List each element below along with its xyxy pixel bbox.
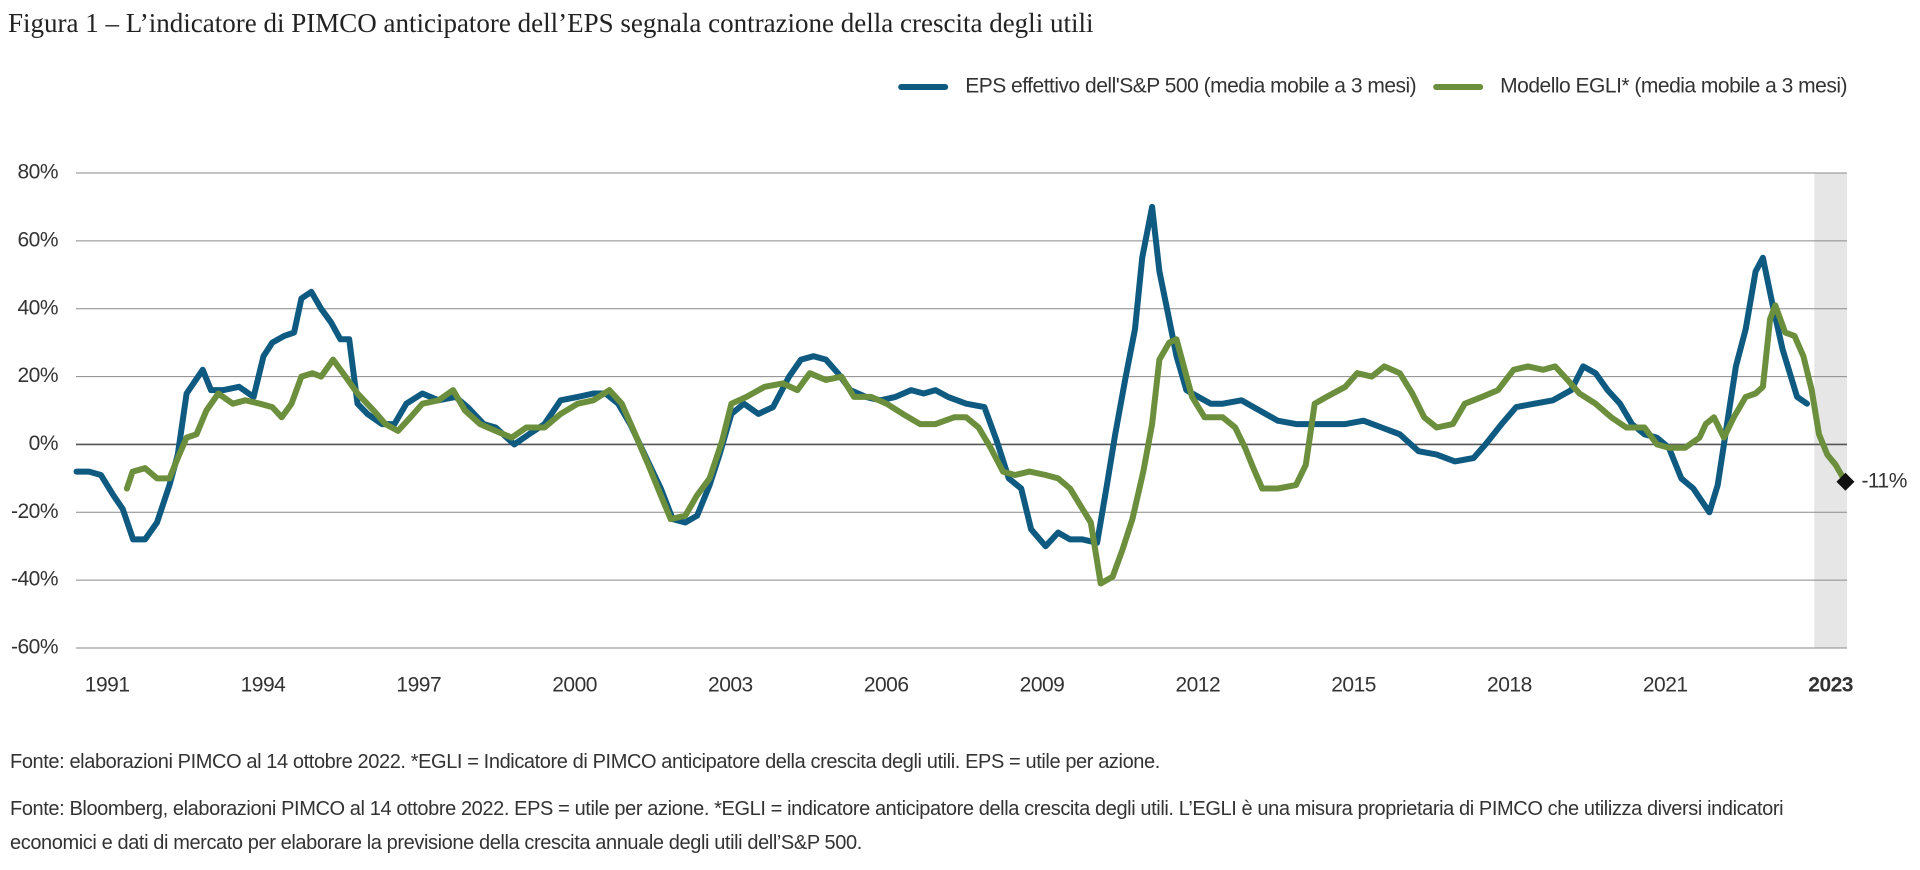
- x-tick-label: 2012: [1175, 674, 1220, 697]
- legend-label: EPS effettivo dell'S&P 500 (media mobile…: [965, 75, 1416, 98]
- footnote: Fonte: elaborazioni PIMCO al 14 ottobre …: [10, 751, 1160, 773]
- x-tick-label: 2000: [552, 674, 597, 697]
- annotation-marker: [1836, 472, 1855, 491]
- series-line: [123, 302, 1849, 587]
- y-tick-label: -40%: [11, 568, 58, 591]
- x-tick-label: 2021: [1643, 674, 1688, 697]
- y-tick-label: 80%: [17, 161, 58, 184]
- y-tick-label: -60%: [11, 636, 58, 659]
- x-tick-label: 2018: [1487, 674, 1532, 697]
- series-line: [73, 203, 1810, 550]
- chart-title: Figura 1 – L’indicatore di PIMCO anticip…: [8, 8, 1093, 38]
- x-tick-label: 1994: [241, 674, 287, 697]
- highlight-band: [1814, 173, 1847, 648]
- x-tick-label: 1991: [85, 674, 130, 697]
- footnote: Fonte: Bloomberg, elaborazioni PIMCO al …: [10, 798, 1784, 854]
- x-tick-label: 2015: [1331, 674, 1376, 697]
- y-tick-label: 20%: [17, 364, 58, 387]
- chart: Figura 1 – L’indicatore di PIMCO anticip…: [8, 8, 1907, 697]
- x-tick-label: 2006: [864, 674, 909, 697]
- x-tick-label: 1997: [396, 674, 441, 697]
- x-tick-label: 2009: [1020, 674, 1065, 697]
- y-tick-label: 40%: [17, 296, 58, 319]
- legend-label: Modello EGLI* (media mobile a 3 mesi): [1500, 75, 1847, 98]
- y-tick-label: 0%: [29, 432, 58, 455]
- y-tick-label: 60%: [17, 228, 58, 251]
- y-tick-label: -20%: [11, 500, 58, 523]
- highlight-label: 2023: [1808, 674, 1853, 697]
- x-tick-label: 2003: [708, 674, 753, 697]
- annotation-label: -11%: [1861, 469, 1906, 492]
